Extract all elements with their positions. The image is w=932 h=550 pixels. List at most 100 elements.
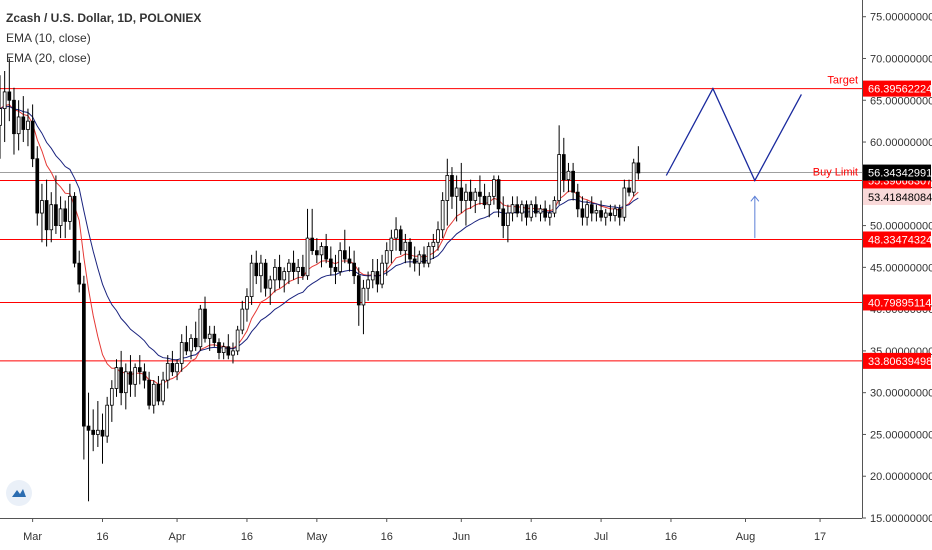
candle[interactable] [142, 363, 147, 389]
candle[interactable] [240, 300, 245, 335]
candle[interactable] [599, 200, 603, 222]
candle[interactable] [273, 259, 277, 293]
candle[interactable] [356, 267, 361, 326]
candle[interactable] [431, 233, 436, 259]
candle[interactable] [100, 413, 105, 464]
candle[interactable] [287, 259, 291, 285]
candle[interactable] [506, 204, 510, 243]
candle[interactable] [58, 196, 63, 239]
candle[interactable] [445, 158, 450, 226]
candle[interactable] [412, 246, 417, 272]
candle[interactable] [352, 250, 356, 285]
candle[interactable] [575, 183, 580, 218]
candle[interactable] [21, 96, 26, 143]
ema10-legend[interactable]: EMA (10, close) [6, 31, 91, 45]
symbol-title[interactable]: Zcash / U.S. Dollar, 1D, POLONIEX [6, 11, 202, 25]
candle[interactable] [440, 192, 445, 239]
candle[interactable] [179, 334, 184, 372]
candle[interactable] [268, 275, 273, 305]
candle[interactable] [137, 355, 142, 385]
candle[interactable] [617, 204, 622, 226]
candle[interactable] [314, 238, 319, 264]
candle[interactable] [436, 221, 440, 251]
candle[interactable] [245, 288, 249, 322]
candle[interactable] [184, 325, 189, 356]
candle[interactable] [631, 158, 636, 197]
candle[interactable] [543, 200, 548, 222]
candle[interactable] [44, 179, 49, 247]
candle[interactable] [524, 200, 529, 226]
candle[interactable] [49, 192, 54, 243]
candle[interactable] [566, 162, 571, 193]
candle[interactable] [147, 371, 151, 410]
candle[interactable] [613, 204, 617, 222]
candle[interactable] [366, 271, 370, 301]
candle[interactable] [91, 409, 96, 452]
candle[interactable] [96, 401, 100, 447]
candle[interactable] [7, 58, 12, 122]
candle[interactable] [249, 254, 254, 305]
candle[interactable] [170, 350, 175, 376]
candle[interactable] [580, 196, 585, 226]
candle[interactable] [422, 246, 426, 268]
candle[interactable] [40, 183, 44, 243]
candle[interactable] [301, 254, 305, 280]
candle[interactable] [608, 204, 613, 222]
candle[interactable] [594, 204, 599, 222]
candle[interactable] [175, 359, 179, 381]
candle[interactable] [492, 175, 496, 205]
candle[interactable] [133, 363, 137, 397]
projection[interactable] [665, 87, 802, 239]
candle[interactable] [26, 108, 30, 147]
candle[interactable] [198, 304, 203, 351]
candle[interactable] [454, 175, 459, 222]
candle[interactable] [77, 250, 82, 293]
candle[interactable] [217, 338, 221, 360]
candle[interactable] [189, 334, 193, 360]
candle[interactable] [165, 355, 170, 389]
candles[interactable] [0, 58, 641, 502]
candle[interactable] [561, 137, 566, 193]
candle[interactable] [72, 192, 77, 268]
candle[interactable] [347, 246, 352, 272]
candle[interactable] [394, 217, 398, 251]
candle[interactable] [585, 200, 589, 226]
candle[interactable] [16, 100, 21, 151]
candle[interactable] [193, 321, 198, 351]
horizontal-levels[interactable] [0, 88, 862, 362]
candle[interactable] [384, 242, 389, 276]
candle[interactable] [487, 192, 492, 218]
candle[interactable] [557, 125, 561, 205]
candle[interactable] [296, 259, 301, 285]
candle[interactable] [622, 179, 627, 222]
candle[interactable] [398, 225, 403, 255]
candle[interactable] [151, 380, 156, 414]
candle[interactable] [459, 162, 464, 214]
candle[interactable] [501, 196, 506, 239]
candle[interactable] [212, 325, 217, 347]
candle[interactable] [636, 146, 641, 180]
candle[interactable] [226, 334, 231, 360]
candle[interactable] [533, 196, 538, 218]
candle[interactable] [408, 238, 412, 268]
candle[interactable] [403, 233, 408, 264]
candle[interactable] [515, 196, 520, 218]
candle[interactable] [235, 325, 240, 356]
candle[interactable] [119, 350, 123, 406]
candle[interactable] [571, 162, 575, 201]
candle[interactable] [35, 146, 40, 226]
candle[interactable] [291, 250, 296, 280]
candle[interactable] [552, 196, 557, 218]
candle[interactable] [128, 355, 133, 397]
candle[interactable] [468, 179, 473, 209]
candle[interactable] [361, 279, 366, 335]
candle[interactable] [203, 296, 207, 343]
candle[interactable] [538, 204, 543, 222]
candle[interactable] [389, 229, 394, 264]
candle[interactable] [375, 259, 380, 293]
candle[interactable] [450, 167, 454, 209]
candle[interactable] [589, 196, 594, 222]
candle[interactable] [86, 392, 91, 502]
candle[interactable] [473, 187, 478, 214]
candle[interactable] [2, 71, 7, 143]
